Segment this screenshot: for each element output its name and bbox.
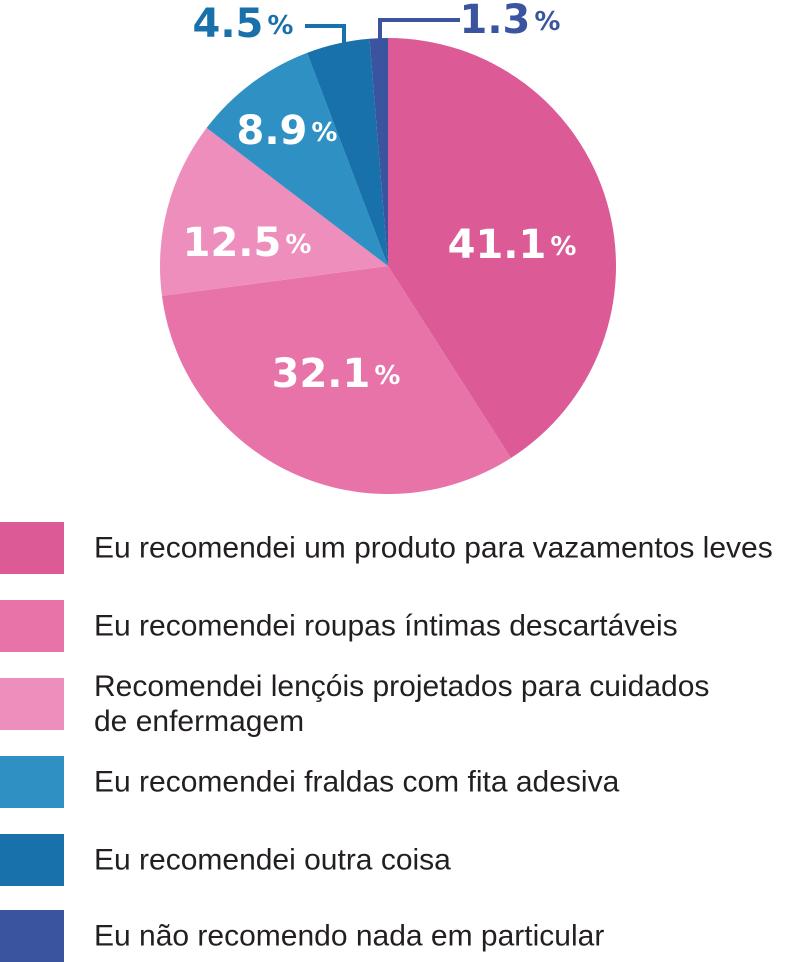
pie-slices [160, 38, 616, 495]
legend-item-eu-recomendei-fraldas-com-fita-adesiva: Eu recomendei fraldas com fita adesiva [0, 756, 800, 808]
legend-label: Eu recomendei outra coisa [94, 843, 451, 877]
pie-slice-eu-recomendei-fraldas-com-fita-adesiva [206, 52, 388, 267]
slice-value: 8.9 [237, 108, 308, 154]
slice-value: 41.1 [448, 222, 547, 268]
slice-label-recomendei-lencois-projetados-para-cuidados-de-enfermagem: 12.5% [183, 220, 312, 266]
pie-slice-recomendei-lencois-projetados-para-cuidados-de-enfermagem [160, 127, 388, 296]
pie-slice-eu-nao-recomendo-nada-em-particular [369, 38, 388, 266]
percent-symbol: % [374, 361, 400, 391]
slice-label-eu-nao-recomendo-nada-em-particular: 1.3% [460, 0, 561, 43]
slice-value: 4.5 [193, 1, 264, 47]
percent-symbol: % [267, 11, 293, 41]
legend-swatch [0, 834, 64, 886]
slice-labels: 41.1 %32.1 %12.5 %8.9 %4.5% 1.3% [183, 0, 577, 397]
legend-swatch [0, 756, 64, 808]
legend-item-eu-recomendei-outra-coisa: Eu recomendei outra coisa [0, 834, 800, 886]
leader-line-eu-recomendei-outra-coisa [305, 24, 346, 50]
slice-label-eu-recomendei-fraldas-com-fita-adesiva: 8.9% [237, 108, 338, 154]
legend-item-recomendei-lencois-projetados-para-cuidados-de-enfermagem: Recomendei lençóis projetados para cuida… [0, 670, 800, 738]
legend-label: Eu recomendei fraldas com fita adesiva [94, 765, 620, 799]
leader-lines [305, 18, 460, 50]
slice-label-eu-recomendei-roupas-intimas-descartaveis: 32.1% [272, 351, 401, 397]
percent-symbol: % [550, 232, 576, 262]
pie-chart: 41.1 %32.1 %12.5 %8.9 %4.5% 1.3% [160, 0, 616, 495]
legend-label: Eu recomendei um produto para vazamentos… [94, 531, 773, 565]
percent-symbol: % [534, 7, 560, 37]
leader-line-eu-nao-recomendo-nada-em-particular [378, 18, 460, 42]
slice-label-eu-recomendei-um-produto-para-vazamentos-leves: 41.1% [448, 222, 577, 268]
legend-swatch [0, 600, 64, 652]
slice-value: 32.1 [272, 351, 371, 397]
pie-slice-eu-recomendei-outra-coisa [307, 38, 388, 267]
slice-value: 1.3 [460, 0, 531, 43]
pie-slice-eu-recomendei-um-produto-para-vazamentos-leves [388, 38, 616, 459]
legend-item-eu-recomendei-roupas-intimas-descartaveis: Eu recomendei roupas íntimas descartávei… [0, 600, 800, 652]
legend-label: Eu não recomendo nada em particular [94, 919, 605, 953]
slice-label-eu-recomendei-outra-coisa: 4.5% [193, 1, 294, 47]
legend-item-eu-nao-recomendo-nada-em-particular: Eu não recomendo nada em particular [0, 910, 800, 962]
percent-symbol: % [311, 118, 337, 148]
legend-label: Recomendei lençóis projetados para cuida… [94, 670, 710, 738]
legend-item-eu-recomendei-um-produto-para-vazamentos-leves: Eu recomendei um produto para vazamentos… [0, 522, 800, 574]
legend-swatch [0, 910, 64, 962]
percent-symbol: % [285, 230, 311, 260]
legend-label: Eu recomendei roupas íntimas descartávei… [94, 609, 678, 643]
legend-swatch [0, 522, 64, 574]
pie-slice-eu-recomendei-roupas-intimas-descartaveis [161, 266, 511, 495]
legend-swatch [0, 678, 64, 730]
slice-value: 12.5 [183, 220, 282, 266]
